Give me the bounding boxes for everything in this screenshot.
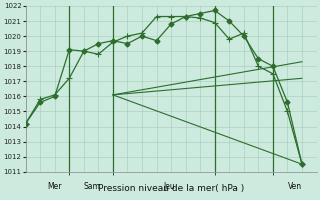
X-axis label: Pression niveau de la mer( hPa ): Pression niveau de la mer( hPa ) bbox=[98, 184, 244, 193]
Text: Mer: Mer bbox=[47, 182, 62, 191]
Text: Ven: Ven bbox=[287, 182, 301, 191]
Text: Jeu: Jeu bbox=[164, 182, 176, 191]
Text: Sam: Sam bbox=[84, 182, 101, 191]
